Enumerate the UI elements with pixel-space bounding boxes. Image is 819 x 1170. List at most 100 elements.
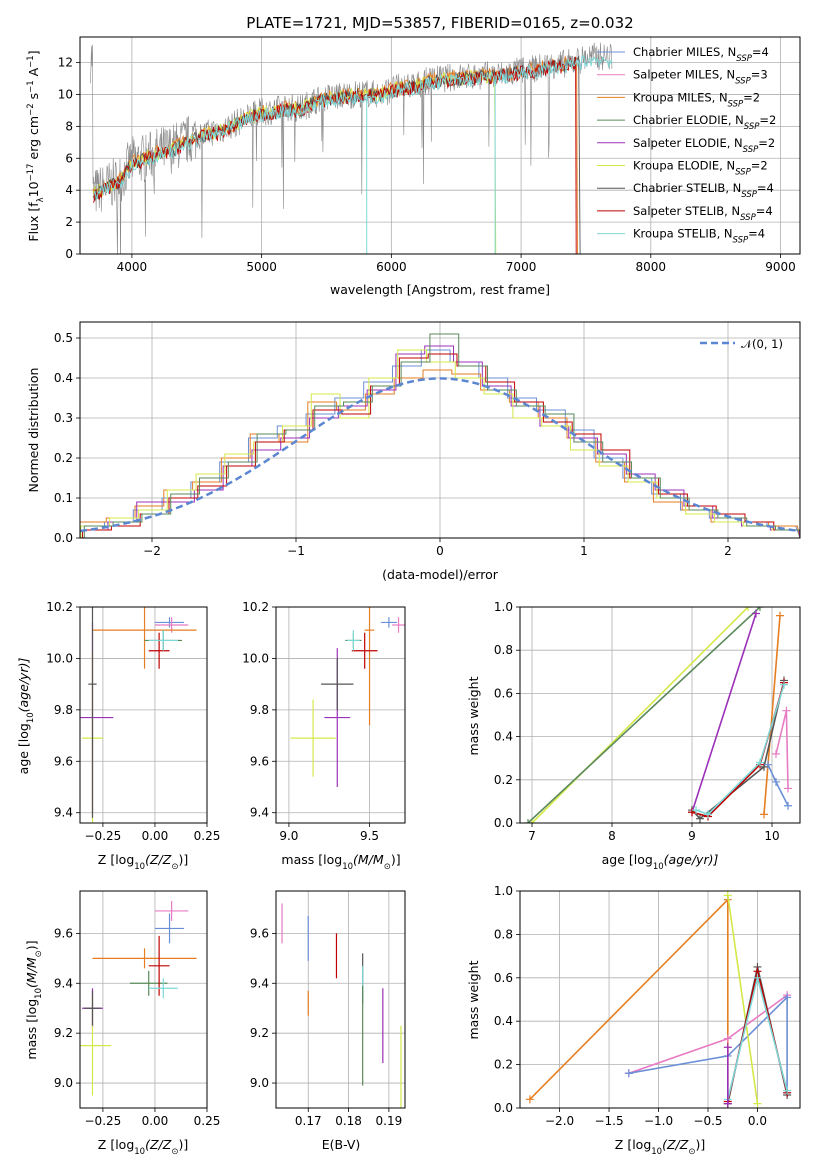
legend-label-chabrier_miles-part: =4	[752, 45, 769, 59]
weight-marker-kroupa_stelib	[756, 758, 764, 767]
legend-label-chabrier_stelib-part: =4	[757, 181, 774, 195]
xtick-label: −2.0	[545, 1114, 574, 1128]
ytick-label: 0.2	[54, 451, 73, 465]
weight-age-xlabel-part: (age/yr)]	[664, 852, 719, 867]
xtick-label: 0.25	[194, 1114, 221, 1128]
ytick-label: 10.0	[242, 651, 269, 665]
weight-marker-chabrier_elodie	[756, 607, 764, 611]
age-mass-panel: 9.0 9.5 9.4 9.6 9.8 10.0 10.2	[242, 600, 406, 843]
xtick-label: 0.18	[335, 1114, 362, 1128]
ytick-label: 0.1	[54, 491, 73, 505]
ytick-label: 0	[65, 247, 73, 261]
ytick-label: 0.0	[494, 1101, 513, 1115]
ytick-label: 9.2	[54, 1026, 73, 1040]
histogram-kroupa_elodie	[80, 349, 800, 538]
age-z-panel-grid	[80, 606, 208, 823]
legend-label-salpeter_miles-part: =3	[751, 68, 768, 82]
mass-z-ylabel-part: mass [log	[24, 999, 39, 1060]
weight-line-chabrier_stelib	[691, 680, 785, 820]
age-z-xlabel-part: Z [log	[98, 852, 134, 867]
weight-marker-chabrier_stelib	[696, 814, 704, 823]
spectrum-ylabel-part: −1	[26, 80, 36, 93]
legend-label-chabrier_stelib: Chabrier STELIB, NSSP=4	[633, 181, 774, 200]
legend-label-kroupa_elodie-part: SSP	[735, 168, 751, 178]
spectrum-panel: 4000 5000 6000 7000 8000 9000 0 2 4 6 8 10 12	[58, 36, 801, 274]
ytick-label: 0.2	[494, 1058, 513, 1072]
ytick-label: 0.4	[494, 730, 513, 744]
weight-marker-salpeter_miles	[772, 749, 780, 758]
legend-label-normal: 𝒩(0, 1)	[741, 337, 783, 351]
ytick-label: 12	[58, 56, 73, 70]
ytick-label: 2	[65, 215, 73, 229]
weight-marker-chabrier_miles	[783, 993, 792, 1002]
legend-label-chabrier_elodie: Chabrier ELODIE, NSSP=2	[633, 113, 776, 132]
xtick-label: 0.00	[142, 829, 169, 843]
weight-marker-kroupa_elodie	[753, 1099, 762, 1108]
ytick-label: 0.6	[494, 686, 513, 700]
weight-age-xlabel: age [log10(age/yr)]	[602, 852, 719, 872]
mass-z-panel-plot	[80, 900, 197, 1096]
weight-line-salpeter_miles	[775, 710, 789, 789]
axes-frame	[79, 890, 208, 1109]
axes-frame	[79, 606, 208, 824]
residual-panel-plot	[80, 333, 800, 538]
ytick-label: 9.4	[250, 806, 269, 820]
xtick-label: 10	[764, 829, 779, 843]
xtick-label: 2	[724, 544, 732, 558]
legend-label-chabrier_elodie-part: Chabrier ELODIE, N	[633, 113, 744, 127]
age-mass-xlabel-part: 10	[342, 862, 353, 872]
legend-label-kroupa_stelib-part: Kroupa STELIB, N	[633, 227, 733, 241]
weight-marker-salpeter_elodie	[723, 1043, 732, 1052]
xtick-label: −1.5	[594, 1114, 623, 1128]
histogram-chabrier_elodie	[83, 333, 800, 538]
mass-z-ylabel-part: 10	[34, 988, 44, 999]
ytick-label: 1.0	[494, 600, 513, 614]
spectrum-ylabel-part: Flux [f	[26, 202, 41, 242]
ytick-label: 1.0	[494, 884, 513, 898]
ytick-label: 9.4	[250, 976, 269, 990]
mass-ebv-panel-plot	[281, 903, 402, 1108]
mass-z-panel-grid	[80, 891, 208, 1108]
age-z-panel-plot	[80, 607, 197, 823]
spectrum-ylabel-part: −1	[26, 55, 36, 68]
weight-line-salpeter_elodie	[691, 613, 757, 813]
age-mass-xlabel-part: )]	[391, 852, 401, 867]
ytick-label: 0.6	[494, 971, 513, 985]
mass-z-ylabel-part: )]	[24, 940, 39, 950]
ytick-label: 10	[58, 87, 73, 101]
xtick-label: 9000	[765, 260, 796, 274]
spectrum-ylabel-part: λ	[36, 197, 46, 202]
xtick-label: 7	[528, 829, 536, 843]
ytick-label: 8	[65, 119, 73, 133]
ytick-label: 0.4	[494, 1014, 513, 1028]
residual-xlabel: (data-model)/error	[382, 567, 499, 582]
legend-label-kroupa_miles-part: Kroupa MILES, N	[633, 90, 728, 104]
weight-marker-chabrier_miles	[624, 1069, 633, 1078]
residual-panel: −2 −1 0 1 2 0.0 0.1 0.2 0.3 0.4 0.5	[54, 321, 801, 558]
ytick-label: 0.4	[54, 371, 73, 385]
xtick-label: 8	[608, 829, 616, 843]
legend-label-kroupa_stelib-part: SSP	[733, 236, 749, 246]
age-z-ylabel: age [log10(age/yr)]	[16, 658, 36, 775]
age-mass-panel-grid	[276, 606, 405, 823]
age-z-ylabel-part: age [log	[16, 723, 31, 774]
weight-line-kroupa_elodie	[531, 607, 749, 823]
spectrum-ylabel-part: −17	[26, 163, 36, 181]
weight-line-chabrier_miles	[767, 764, 789, 807]
weight-line-kroupa_elodie	[727, 895, 759, 1104]
ytick-label: 9.8	[250, 703, 269, 717]
age-z-xlabel-part: ⊙	[171, 862, 178, 872]
legend-label-kroupa_elodie-part: =2	[751, 159, 768, 173]
spectrum-ylabel-part: erg cm	[26, 116, 41, 164]
weight-z-xlabel-part: ⊙	[688, 1147, 695, 1157]
ytick-label: 10.2	[46, 600, 73, 614]
xtick-label: 0.19	[376, 1114, 403, 1128]
legend-label-chabrier_stelib-part: Chabrier STELIB, N	[633, 181, 741, 195]
axes-frame	[519, 606, 801, 824]
mass-z-ylabel: mass [log10(M/M⊙)]	[24, 940, 44, 1059]
legend-label-kroupa_stelib-part: =4	[748, 227, 765, 241]
ytick-label: 0.8	[494, 927, 513, 941]
ytick-label: 10.0	[46, 651, 73, 665]
axes-frame	[275, 890, 406, 1109]
weight-marker-chabrier_miles	[784, 801, 792, 810]
